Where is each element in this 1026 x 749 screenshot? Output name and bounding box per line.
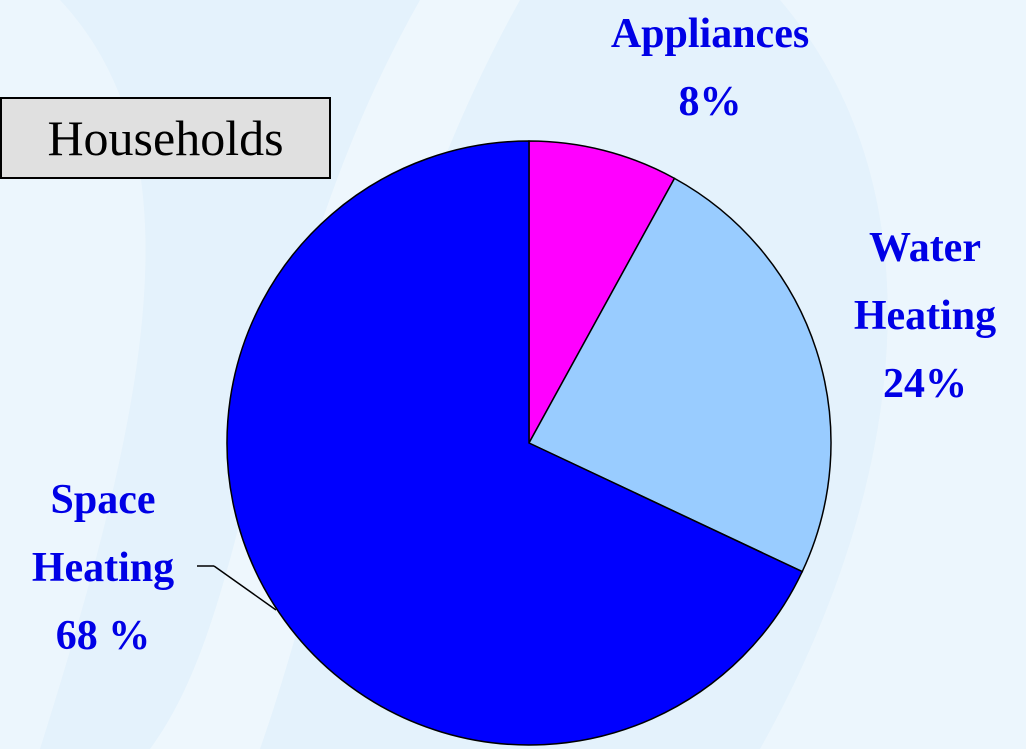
category-label: Water Heating: [853, 225, 997, 339]
slice-label: Appliances 8%: [550, 0, 870, 136]
chart-title: Households: [0, 97, 331, 179]
category-label: Space Heating: [31, 477, 175, 591]
slice-label: Water Heating 24%: [825, 214, 1025, 418]
pie-slice: [226, 140, 804, 746]
value-label: 24%: [883, 361, 967, 407]
pie-slice: [528, 140, 676, 444]
slice-label: Space Heating 68 %: [3, 466, 203, 670]
value-label: 68 %: [55, 613, 151, 659]
leader-line: [213, 565, 277, 611]
pie-slice: [527, 177, 832, 573]
category-label: Appliances: [610, 11, 810, 57]
value-label: 8%: [678, 79, 742, 125]
